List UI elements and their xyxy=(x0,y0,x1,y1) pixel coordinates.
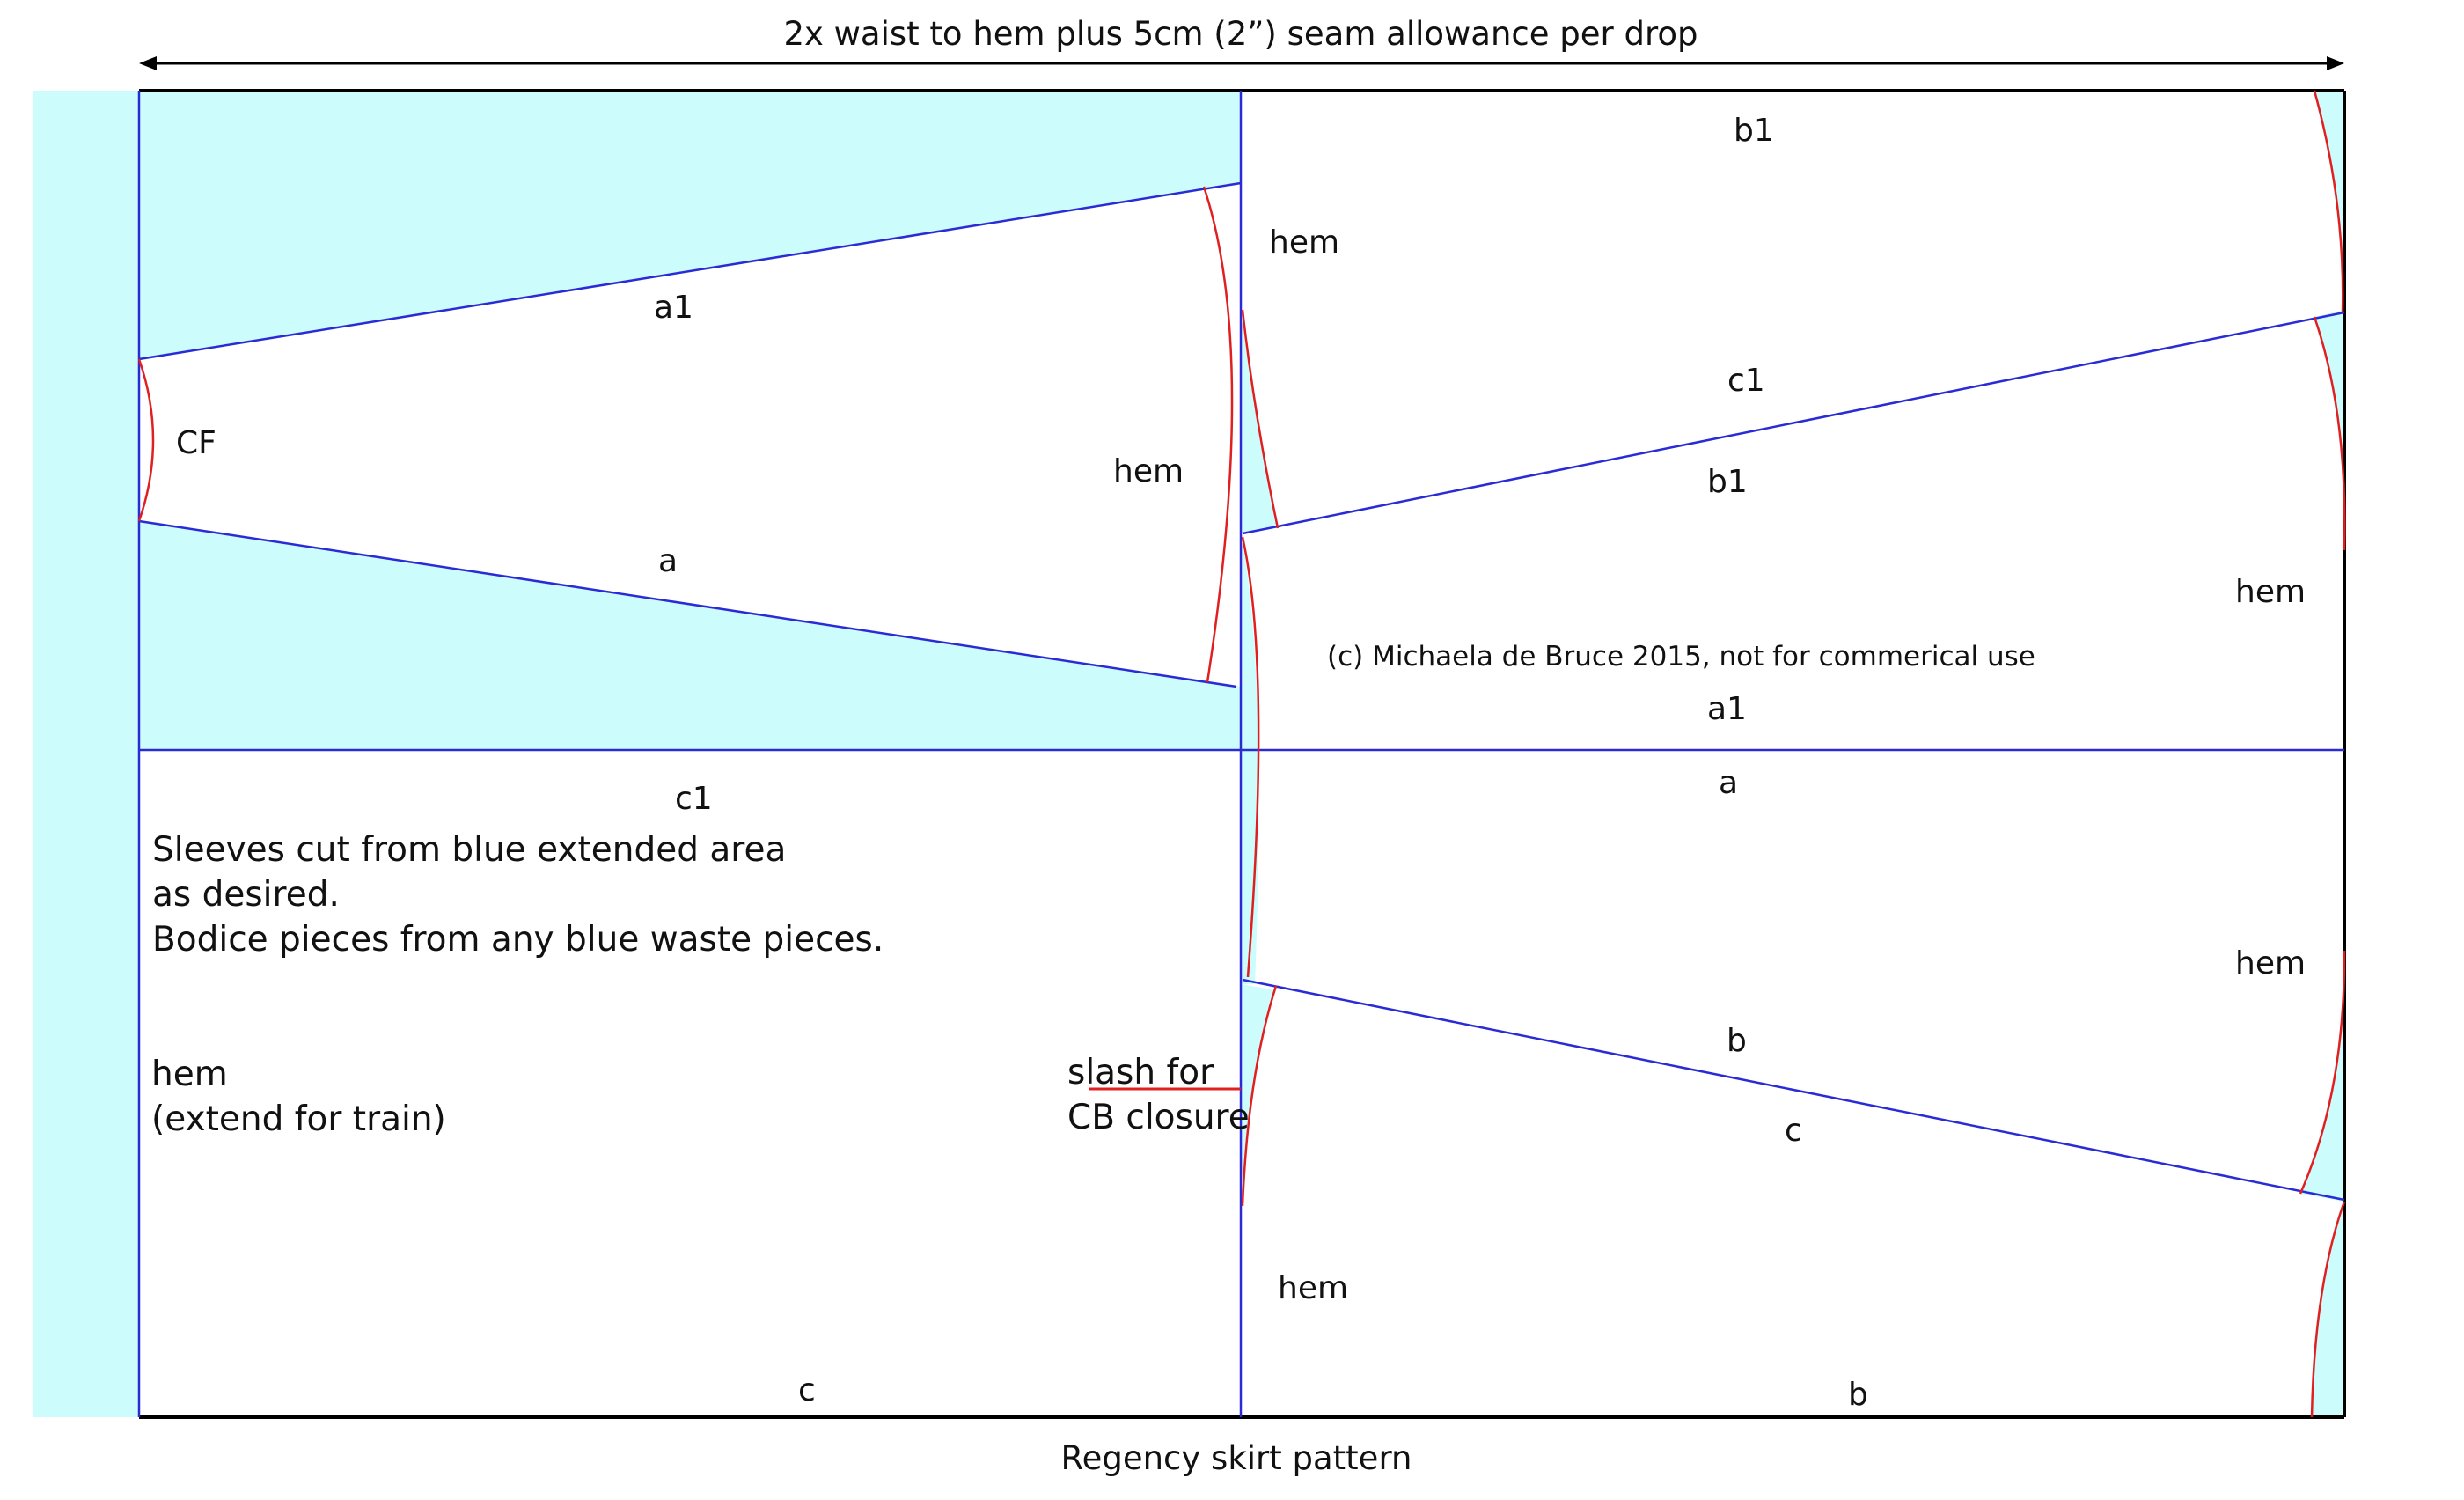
note-bodice: Bodice pieces from any blue waste pieces… xyxy=(152,920,884,960)
seam-a-left xyxy=(138,519,1237,688)
note-sleeves-line2: as desired. xyxy=(152,875,340,915)
measure-arrow-head-left xyxy=(139,56,157,70)
label-cf: CF xyxy=(176,425,216,461)
label-hem-left: hem xyxy=(1113,453,1184,489)
waste-sliver-right-lower xyxy=(2300,951,2345,1202)
measure-label: 2x waist to hem plus 5cm (2”) seam allow… xyxy=(783,15,1698,53)
waste-sliver-right-mid xyxy=(2314,310,2345,550)
label-b-right: b xyxy=(1727,1023,1747,1059)
note-slash-line2: CB closure xyxy=(1067,1098,1250,1137)
hem-curves xyxy=(137,90,2346,1418)
hem-curve-center-c xyxy=(1241,985,1278,1207)
label-hem-center-top: hem xyxy=(1269,224,1340,261)
hem-curve-right-lower xyxy=(2299,950,2346,1195)
note-sleeves-line1: Sleeves cut from blue extended area xyxy=(152,830,787,870)
waste-sliver-bottom xyxy=(1241,984,1276,1206)
seam-lines xyxy=(137,91,2345,1417)
label-a-right: a xyxy=(1719,765,1739,801)
label-b1-top: b1 xyxy=(1734,113,1774,149)
waste-sliver-right-bottom xyxy=(2312,1202,2344,1417)
label-b1-right: b1 xyxy=(1707,464,1748,500)
extended-strip-left xyxy=(33,91,139,1417)
label-hem-right-mid: hem xyxy=(2235,945,2306,982)
note-slash-line1: slash for xyxy=(1067,1053,1214,1092)
label-c-left: c xyxy=(798,1372,816,1408)
waste-sliver-center-lower xyxy=(1241,533,1259,984)
label-a1-right: a1 xyxy=(1707,691,1747,727)
label-c1-left: c1 xyxy=(675,781,713,817)
seam-c1-b1-right xyxy=(1242,311,2345,535)
hem-curve-right-bottom xyxy=(2310,1201,2346,1418)
cf-waist-curve xyxy=(137,358,155,522)
waste-area-mid-left xyxy=(139,521,1241,750)
label-hem-center-bottom: hem xyxy=(1278,1270,1349,1306)
hem-curve-left-top xyxy=(1202,186,1234,683)
label-c-right: c xyxy=(1785,1113,1802,1149)
seam-b-c-right xyxy=(1242,978,2345,1202)
label-a1-left: a1 xyxy=(654,290,693,326)
label-c1-right: c1 xyxy=(1727,363,1765,399)
hem-curve-center-a xyxy=(1241,309,1280,529)
label-b-bottom: b xyxy=(1848,1377,1868,1413)
hem-curve-center-b xyxy=(1241,536,1260,978)
waste-sliver-center xyxy=(1241,310,1278,533)
seam-a1-left xyxy=(138,181,1242,361)
note-hem-train-line1: hem xyxy=(151,1055,228,1094)
note-hem-train-line2: (extend for train) xyxy=(151,1099,446,1139)
label-a-left: a xyxy=(658,543,678,579)
diagram-title: Regency skirt pattern xyxy=(1060,1439,1412,1477)
hem-curve-right-mid xyxy=(2313,316,2346,551)
copyright-text: (c) Michaela de Bruce 2015, not for comm… xyxy=(1327,641,2035,673)
measure-arrow-head-right xyxy=(2327,56,2344,70)
waste-area-top-left xyxy=(139,91,1241,359)
hem-curve-right-top xyxy=(2313,90,2344,313)
waste-sliver-right-top xyxy=(2314,91,2343,312)
label-hem-right-top: hem xyxy=(2235,574,2306,610)
